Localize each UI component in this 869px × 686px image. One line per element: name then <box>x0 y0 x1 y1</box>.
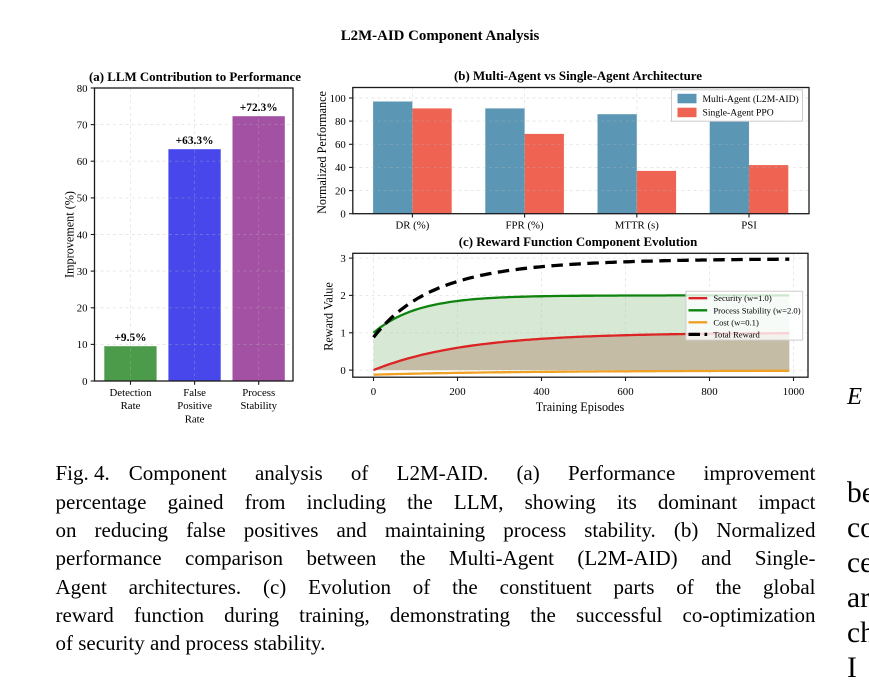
svg-text:0: 0 <box>82 376 87 388</box>
svg-text:Process Stability (w=2.0): Process Stability (w=2.0) <box>713 305 800 315</box>
svg-text:800: 800 <box>701 386 717 398</box>
svg-text:PSI: PSI <box>741 219 757 231</box>
svg-text:400: 400 <box>533 386 549 398</box>
svg-text:Rate: Rate <box>185 414 205 426</box>
svg-text:2: 2 <box>340 290 345 302</box>
svg-text:Improvement (%): Improvement (%) <box>63 191 77 278</box>
svg-text:+63.3%: +63.3% <box>176 135 214 147</box>
svg-text:L2M-AID Component Analysis: L2M-AID Component Analysis <box>341 28 540 44</box>
svg-text:Positive: Positive <box>177 400 212 412</box>
svg-text:Multi-Agent (L2M-AID): Multi-Agent (L2M-AID) <box>703 94 799 105</box>
svg-text:100: 100 <box>330 93 346 105</box>
svg-text:60: 60 <box>77 156 88 168</box>
svg-text:Security (w=1.0): Security (w=1.0) <box>713 293 771 303</box>
svg-text:Rate: Rate <box>121 400 141 412</box>
svg-text:(a) LLM Contribution to Perfor: (a) LLM Contribution to Performance <box>89 70 301 84</box>
svg-text:DR (%): DR (%) <box>395 219 429 231</box>
svg-text:Detection: Detection <box>110 387 153 399</box>
svg-text:20: 20 <box>335 185 346 197</box>
svg-text:30: 30 <box>77 266 88 278</box>
svg-text:Cost (w=0.1): Cost (w=0.1) <box>713 317 759 327</box>
svg-text:Reward Value: Reward Value <box>322 282 336 350</box>
svg-text:Process: Process <box>242 387 275 399</box>
svg-text:Stability: Stability <box>240 400 277 412</box>
svg-text:40: 40 <box>77 229 88 241</box>
svg-text:40: 40 <box>335 162 346 174</box>
svg-text:(b) Multi-Agent vs Single-Agen: (b) Multi-Agent vs Single-Agent Architec… <box>454 69 702 83</box>
svg-text:50: 50 <box>77 193 88 205</box>
svg-text:10: 10 <box>77 339 88 351</box>
svg-text:0: 0 <box>340 209 345 221</box>
svg-text:60: 60 <box>335 139 346 151</box>
svg-text:0: 0 <box>340 365 345 377</box>
svg-text:1: 1 <box>340 328 345 340</box>
svg-text:False: False <box>183 387 206 399</box>
svg-text:20: 20 <box>77 303 88 315</box>
svg-text:80: 80 <box>335 116 346 128</box>
svg-text:3: 3 <box>340 253 345 265</box>
svg-text:Single-Agent PPO: Single-Agent PPO <box>703 108 774 119</box>
svg-text:(c) Reward Function Component: (c) Reward Function Component Evolution <box>459 235 697 249</box>
svg-text:Normalized Performance: Normalized Performance <box>315 91 329 214</box>
svg-text:200: 200 <box>449 386 465 398</box>
svg-text:600: 600 <box>617 386 633 398</box>
svg-text:+9.5%: +9.5% <box>114 332 146 344</box>
svg-text:70: 70 <box>77 119 88 131</box>
svg-text:MTTR (s): MTTR (s) <box>615 219 659 231</box>
svg-text:Training Episodes: Training Episodes <box>536 400 625 414</box>
svg-text:+72.3%: +72.3% <box>240 102 278 114</box>
svg-text:Total Reward: Total Reward <box>713 329 760 339</box>
svg-text:0: 0 <box>371 386 376 398</box>
svg-text:1000: 1000 <box>783 386 805 398</box>
svg-text:FPR (%): FPR (%) <box>506 219 544 231</box>
svg-text:80: 80 <box>77 83 88 95</box>
